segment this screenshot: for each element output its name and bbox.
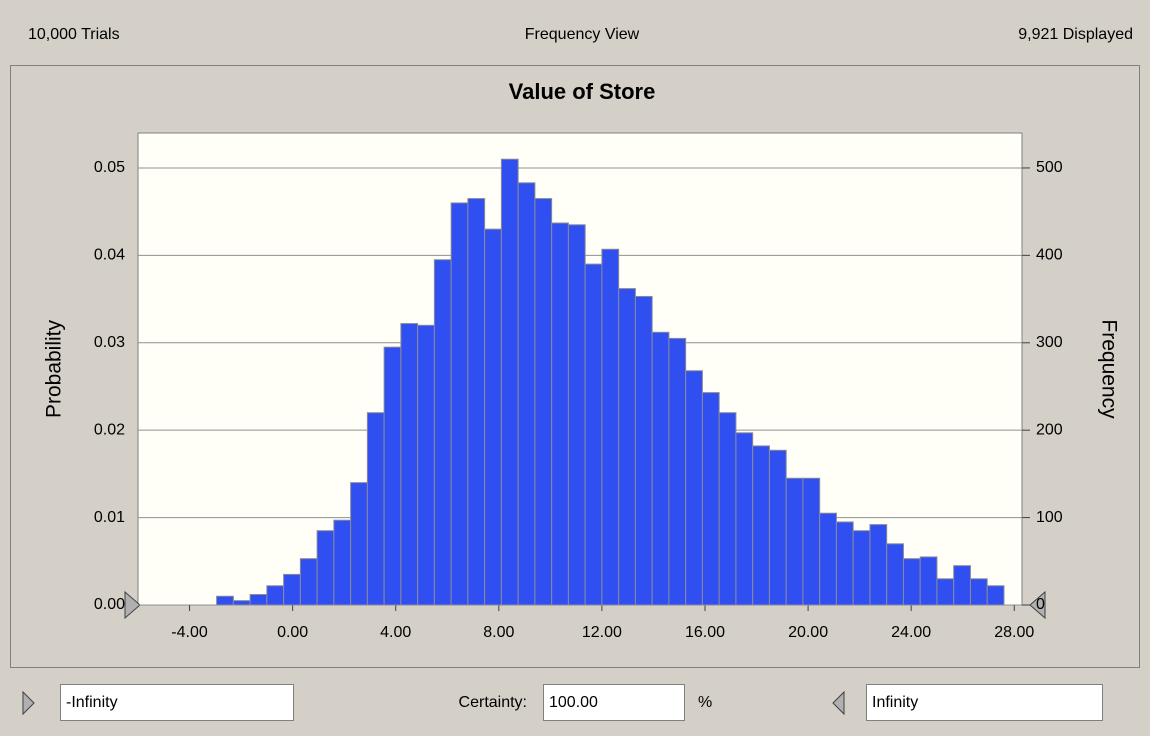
histogram-bar (752, 445, 770, 606)
histogram-bar (299, 558, 318, 606)
y-tick-label: 0.01 (94, 509, 125, 526)
y-tick-label: 0.00 (94, 596, 125, 613)
histogram-bar (835, 521, 854, 606)
histogram-bar (651, 331, 670, 606)
histogram-bar (819, 512, 837, 606)
histogram-bar (417, 324, 435, 606)
histogram-bar (450, 202, 469, 606)
histogram-bar (886, 543, 904, 606)
y2-tick-label: 500 (1036, 159, 1063, 176)
upper-arrow[interactable] (832, 690, 845, 716)
y2-tick-label: 100 (1036, 509, 1063, 526)
histogram-bar (567, 224, 586, 606)
y2-axis-label: Frequency (1097, 319, 1120, 419)
histogram-bar (232, 600, 251, 606)
histogram-bar (534, 198, 553, 606)
histogram-bar (785, 477, 804, 606)
histogram-bar (551, 222, 569, 606)
y-axis-label: Probability (43, 319, 66, 418)
lower-arrow[interactable] (22, 690, 35, 716)
y-tick-label: 0.02 (94, 421, 125, 438)
histogram-bar (249, 594, 268, 606)
y2-tick-label: 300 (1036, 334, 1063, 351)
y2-tick-label: 0 (1036, 596, 1045, 613)
upper-slider[interactable] (1029, 590, 1046, 620)
lower-value: -Infinity (66, 694, 118, 711)
x-tick-label: 28.00 (994, 624, 1034, 641)
displayed-count: 9,921 Displayed (1018, 26, 1133, 43)
histogram-bar (333, 519, 352, 606)
x-tick-label: 16.00 (685, 624, 725, 641)
histogram-bar (467, 198, 486, 606)
x-tick-label: -4.00 (171, 624, 208, 641)
histogram-bar (433, 259, 452, 606)
upper-input[interactable] (866, 684, 1103, 721)
histogram-bar (400, 323, 419, 606)
certainty-value: 100.00 (549, 694, 598, 711)
histogram-bar (618, 288, 636, 606)
histogram-bar (216, 595, 234, 606)
x-tick-label: 12.00 (582, 624, 622, 641)
histogram-bar (584, 263, 603, 606)
x-tick-label: 0.00 (277, 624, 308, 641)
certainty-label: Certainty: (459, 694, 527, 711)
trials-count: 10,000 Trials (28, 26, 120, 43)
histogram-bar (919, 556, 938, 606)
x-tick-label: 20.00 (788, 624, 828, 641)
histogram-bar (366, 412, 385, 606)
chart-panel (10, 65, 1140, 668)
histogram-bar (953, 565, 971, 606)
y2-tick-label: 200 (1036, 421, 1063, 438)
histogram-bar (668, 337, 687, 606)
y-tick-label: 0.05 (94, 159, 125, 176)
upper-value: Infinity (872, 694, 918, 711)
histogram-bar (601, 248, 620, 606)
histogram-bar (283, 573, 301, 606)
histogram-bar (735, 432, 754, 606)
lower-input[interactable] (60, 684, 294, 721)
histogram-bar (383, 346, 402, 606)
histogram-bar (701, 392, 720, 606)
histogram-bar (350, 482, 368, 606)
histogram-bar (986, 585, 1005, 606)
histogram-bar (266, 585, 285, 606)
histogram-bar (869, 524, 888, 606)
y-tick-label: 0.03 (94, 334, 125, 351)
x-tick-label: 4.00 (380, 624, 411, 641)
histogram-bar (969, 578, 988, 606)
histogram-bar (634, 295, 653, 606)
histogram-bar (484, 228, 502, 606)
chart-title: Value of Store (509, 79, 656, 104)
histogram-bar (802, 477, 821, 606)
histogram-bar (685, 370, 703, 606)
histogram-bar (500, 158, 519, 606)
x-tick-label: 8.00 (483, 624, 514, 641)
histogram-bar (316, 530, 335, 606)
view-name: Frequency View (525, 26, 640, 43)
histogram-bar (768, 449, 787, 606)
x-tick-label: 24.00 (891, 624, 931, 641)
histogram-bar (936, 578, 955, 606)
y2-tick-label: 400 (1036, 247, 1063, 264)
histogram-bar (718, 412, 737, 606)
certainty-unit: % (698, 694, 712, 711)
y-tick-label: 0.04 (94, 247, 125, 264)
histogram-bar (517, 182, 536, 606)
histogram-bar (852, 530, 871, 606)
histogram-bar (902, 558, 921, 606)
lower-slider[interactable] (124, 590, 141, 620)
certainty-input[interactable] (543, 684, 685, 721)
